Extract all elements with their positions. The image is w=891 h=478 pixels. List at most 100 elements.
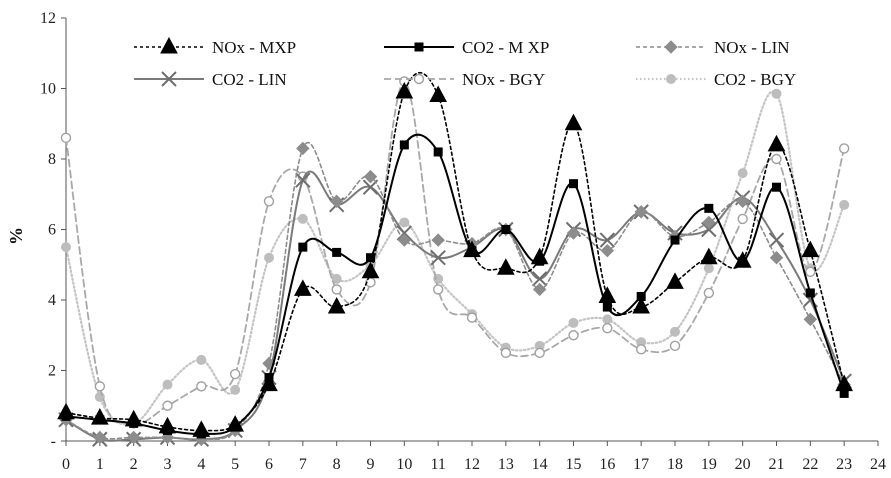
data-point-co2-bgy <box>568 317 579 328</box>
data-point-co2-m-xp <box>366 253 375 263</box>
x-tick-label: 6 <box>265 456 273 473</box>
data-point-co2-m-xp <box>501 225 511 234</box>
data-point-nox-bgy <box>737 213 748 225</box>
x-tick-label: 10 <box>396 456 412 473</box>
data-point-nox-mxp <box>801 240 820 258</box>
x-tick-label: 12 <box>464 456 480 473</box>
data-point-nox-bgy <box>432 284 444 295</box>
x-tick-label: 23 <box>836 456 852 473</box>
x-tick-label: 15 <box>566 456 582 473</box>
x-tick-label: 20 <box>735 456 751 473</box>
series-co2-bgy <box>61 88 850 429</box>
x-tick-label: 9 <box>367 456 375 473</box>
x-tick-label: 19 <box>701 456 717 473</box>
data-point-nox-bgy <box>196 381 207 392</box>
x-tick-label: 18 <box>667 456 683 473</box>
data-point-co2-lin <box>599 232 616 248</box>
data-point-nox-mxp <box>530 247 549 265</box>
legend-marker <box>161 71 177 87</box>
data-point-nox-mxp <box>124 409 143 427</box>
data-point-nox-bgy <box>838 143 850 154</box>
data-point-nox-bgy <box>229 368 241 380</box>
data-point-nox-mxp <box>361 261 380 279</box>
data-point-nox-lin <box>634 205 648 219</box>
data-point-co2-m-xp <box>332 247 342 257</box>
data-point-nox-bgy <box>263 196 275 207</box>
legend-item-nox-mxp: NOx - MXP <box>134 36 296 57</box>
legend-item-co2-m-xp: CO2 - M XP <box>384 38 549 57</box>
data-point-nox-bgy <box>602 323 613 334</box>
data-point-co2-m-xp <box>602 302 612 312</box>
series-co2-lin <box>58 170 852 447</box>
data-point-co2-lin <box>768 232 785 248</box>
data-point-nox-bgy <box>500 347 512 359</box>
data-point-nox-mxp <box>835 374 854 392</box>
x-tick-label: 16 <box>599 456 615 473</box>
data-point-co2-bgy <box>771 88 782 99</box>
x-tick-label: 7 <box>299 456 307 473</box>
data-point-co2-bgy <box>230 384 241 395</box>
data-point-co2-bgy <box>162 379 173 390</box>
data-point-nox-bgy <box>534 347 545 359</box>
x-tick-label: 14 <box>532 456 548 473</box>
legend-item-co2-lin: CO2 - LIN <box>134 70 287 89</box>
series-line-co2-bgy <box>64 90 846 426</box>
data-point-nox-mxp <box>91 408 109 425</box>
data-point-nox-lin <box>702 215 716 230</box>
data-point-co2-m-xp <box>569 179 578 189</box>
data-point-co2-bgy <box>61 242 71 253</box>
legend-label: CO2 - M XP <box>462 38 549 57</box>
data-point-nox-lin <box>803 312 818 327</box>
y-tick-label: 10 <box>40 81 56 98</box>
data-point-co2-bgy <box>297 213 308 224</box>
data-point-co2-bgy <box>196 354 207 365</box>
legend-label: CO2 - LIN <box>212 70 287 89</box>
series-line-co2-m-xp <box>65 133 846 436</box>
legend-label: NOx - LIN <box>714 38 790 57</box>
y-tick-label: 8 <box>48 151 56 168</box>
data-point-nox-bgy <box>805 266 816 277</box>
data-point-co2-bgy <box>737 168 748 179</box>
legend-marker <box>413 73 425 85</box>
data-point-co2-lin <box>531 271 548 287</box>
data-point-nox-mxp <box>226 415 245 432</box>
x-tick-label: 13 <box>498 456 514 473</box>
x-tick-label: 1 <box>96 456 104 473</box>
data-point-co2-m-xp <box>298 242 308 252</box>
series-line-co2-lin <box>65 170 846 442</box>
data-point-nox-mxp <box>57 402 75 420</box>
data-point-nox-lin <box>363 169 378 184</box>
y-tick-label: 12 <box>40 10 56 27</box>
series-co2-m-xp <box>61 133 849 439</box>
y-tick-label: 2 <box>48 363 56 380</box>
data-point-nox-lin <box>93 430 107 445</box>
data-point-nox-mxp <box>327 296 346 314</box>
data-point-nox-lin <box>532 282 547 297</box>
data-point-co2-m-xp <box>670 235 680 245</box>
legend-label: CO2 - BGY <box>714 70 796 89</box>
data-point-nox-lin <box>566 226 581 240</box>
data-point-nox-bgy <box>669 340 681 352</box>
legend-item-nox-lin: NOx - LIN <box>636 38 790 57</box>
data-point-nox-mxp <box>564 113 583 131</box>
data-point-nox-bgy <box>466 312 478 323</box>
x-tick-label: 3 <box>164 456 172 473</box>
data-point-nox-lin <box>126 430 141 445</box>
data-point-co2-m-xp <box>399 140 409 150</box>
data-point-nox-mxp <box>158 416 177 434</box>
data-point-nox-mxp <box>598 286 617 303</box>
data-point-co2-lin <box>430 249 446 266</box>
data-point-nox-lin <box>600 243 615 258</box>
legend-marker <box>414 42 424 52</box>
x-tick-label: 22 <box>802 456 818 473</box>
data-point-co2-m-xp <box>772 182 781 192</box>
data-point-nox-bgy <box>568 330 579 341</box>
y-axis-label: % <box>6 227 26 245</box>
data-point-nox-mxp <box>666 272 684 289</box>
data-point-co2-bgy <box>331 273 342 284</box>
data-point-co2-bgy <box>703 263 714 274</box>
data-point-nox-lin <box>397 233 412 247</box>
data-point-nox-mxp <box>632 296 651 314</box>
